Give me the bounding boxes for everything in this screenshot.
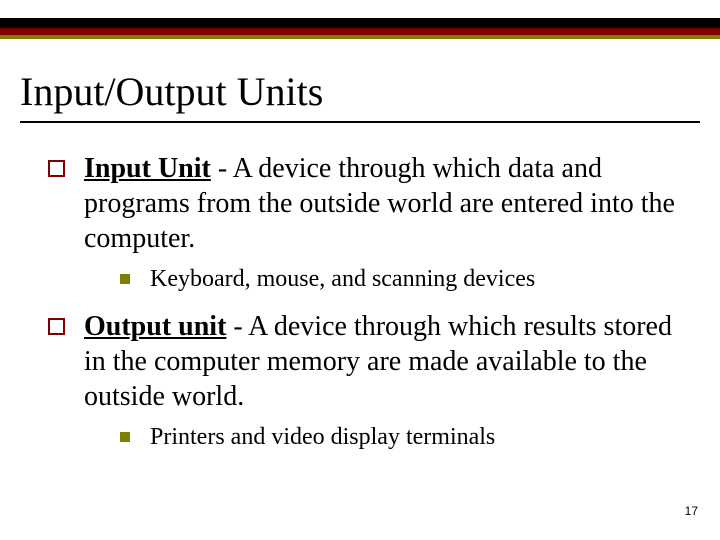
sub-list-item: Printers and video display terminals <box>120 422 700 453</box>
slide-title: Input/Output Units <box>20 68 700 115</box>
sub-list: Printers and video display terminals <box>84 422 700 453</box>
sub-list-item: Keyboard, mouse, and scanning devices <box>120 264 700 295</box>
page-number: 17 <box>685 504 698 518</box>
sub-list: Keyboard, mouse, and scanning devices <box>84 264 700 295</box>
term: Input Unit <box>84 153 211 184</box>
decor-bar-dark <box>0 18 720 28</box>
decor-bar-maroon <box>0 28 720 35</box>
slide-content: Input/Output Units Input Unit - A device… <box>20 68 700 467</box>
bullet-list: Input Unit - A device through which data… <box>20 151 700 453</box>
list-item: Output unit - A device through which res… <box>48 309 700 453</box>
decor-bar-olive <box>0 35 720 39</box>
list-item: Input Unit - A device through which data… <box>48 151 700 295</box>
title-underline <box>20 121 700 123</box>
term: Output unit <box>84 311 226 342</box>
